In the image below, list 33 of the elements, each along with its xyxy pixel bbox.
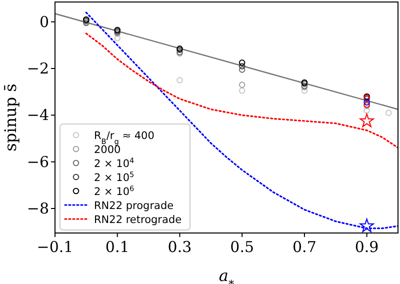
x-tick-label: 0.5 [230,238,254,256]
x-tick-label: 0.7 [292,238,316,256]
legend-label: 2 × 10$^{5}$ [94,170,135,184]
x-tick-label: −0.1 [36,238,74,256]
legend-label: 2000 [94,144,121,156]
point [238,63,246,70]
x-tick-label: 0.3 [168,238,192,256]
point [364,99,370,106]
point [238,88,246,94]
x-axis-title: a$_{*}$ [218,266,234,284]
legend-label: R$_{B}$/r$_{g}$ ≈ 400 [94,130,154,146]
legend-label: RN22 prograde [94,200,174,212]
point [238,66,246,73]
legend-label: RN22 retrograde [94,214,182,226]
legend-label: 2 × 10$^{6}$ [94,184,135,198]
y-tick-label: −2 [26,60,49,78]
y-axis-title: spinup s̄ [1,84,20,152]
point [386,110,392,116]
y-tick-label: 0 [39,12,49,31]
legend-label: 2 × 10$^{4}$ [94,156,135,170]
y-tick-label: −6 [26,152,49,171]
point [364,107,370,114]
x-tick-label: 0.1 [105,238,130,256]
point [114,35,121,42]
point [360,218,374,232]
point [238,82,246,88]
point [238,60,246,66]
y-tick-label: −4 [26,106,49,124]
point [301,88,308,94]
x-tick-label: 0.9 [354,238,379,256]
y-tick-label: −8 [26,200,49,218]
point [176,77,183,84]
point [360,114,374,128]
